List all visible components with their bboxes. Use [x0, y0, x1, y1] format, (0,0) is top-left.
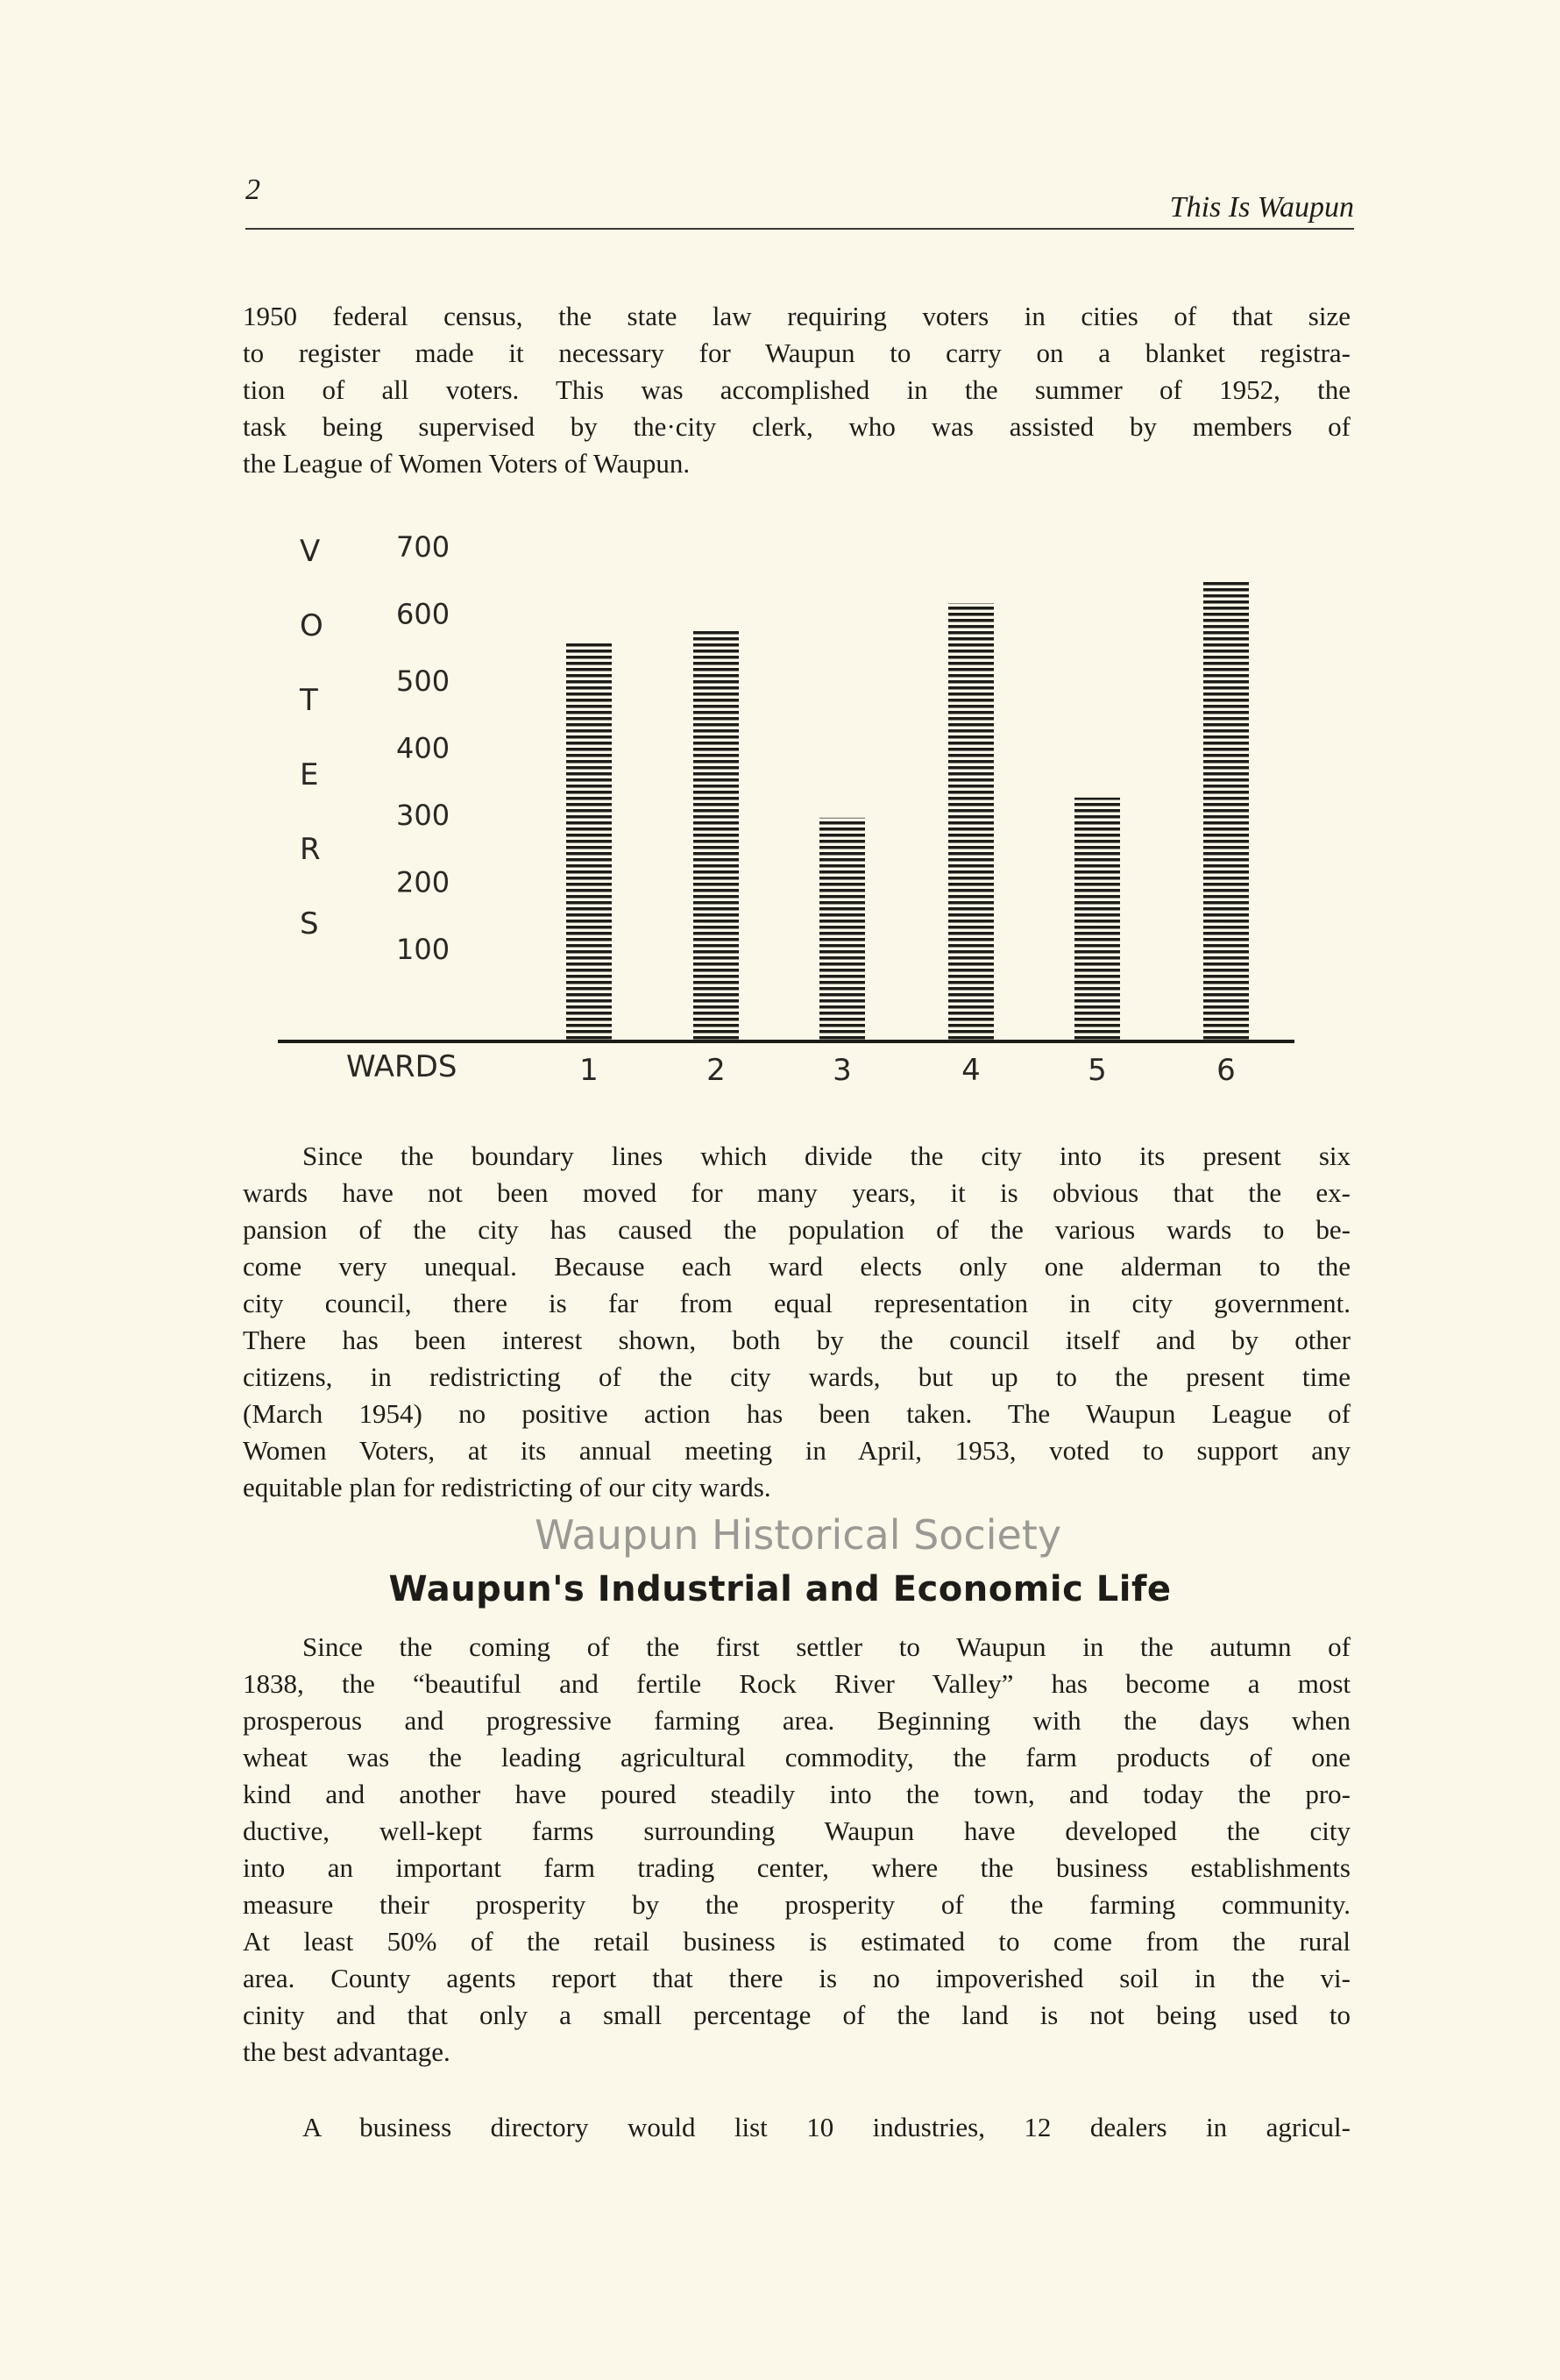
bar-ward-2: [693, 629, 739, 1040]
page-number: 2: [245, 174, 260, 206]
text-line: measure their prosperity by the prosperi…: [243, 1889, 1351, 1920]
text-line: city council, there is far from equal re…: [243, 1288, 1351, 1318]
text-line: kind and another have poured steadily in…: [243, 1779, 1351, 1809]
bar-ward-4: [948, 603, 994, 1040]
text-line: citizens, in redistricting of the city w…: [243, 1361, 1351, 1392]
text-line: into an important farm trading center, w…: [243, 1852, 1351, 1883]
paragraph-census: 1950 federal census, the state law requi…: [243, 298, 1351, 482]
y-axis-label-letter: R: [300, 832, 321, 867]
y-tick-label: 700: [396, 530, 450, 564]
text-line: wheat was the leading agricultural commo…: [243, 1742, 1351, 1773]
text-line: pansion of the city has caused the popul…: [243, 1214, 1351, 1245]
bar-ward-3: [819, 817, 865, 1040]
text-line: cinity and that only a small percentage …: [243, 2000, 1351, 2030]
text-line: 1838, the “beautiful and fertile Rock Ri…: [243, 1668, 1351, 1699]
y-tick-label: 600: [396, 598, 450, 631]
x-tick-label: 6: [1216, 1053, 1236, 1088]
x-tick-label: 1: [579, 1053, 599, 1088]
text-line: task being supervised by the·city clerk,…: [243, 411, 1351, 442]
text-line: There has been interest shown, both by t…: [243, 1325, 1351, 1355]
y-axis-label-letter: V: [300, 534, 320, 569]
x-tick-label: 4: [961, 1053, 981, 1088]
x-axis-label: WARDS: [346, 1049, 457, 1084]
bar-ward-1: [566, 643, 612, 1040]
y-tick-label: 200: [396, 866, 450, 899]
bar-ward-6: [1203, 579, 1249, 1040]
text-line: the best advantage.: [243, 2036, 450, 2067]
header-rule: [245, 228, 1354, 230]
text-line: At least 50% of the retail business is e…: [243, 1926, 1351, 1957]
y-tick-label: 500: [396, 664, 450, 698]
y-tick-label: 100: [396, 933, 450, 966]
text-line: A business directory would list 10 indus…: [302, 2112, 1351, 2142]
text-line: 1950 federal census, the state law requi…: [243, 301, 1351, 331]
y-axis-label-letter: O: [300, 608, 323, 643]
paragraph-business-directory: A business directory would list 10 indus…: [243, 2109, 1351, 2146]
text-line: ductive, well-kept farms surrounding Wau…: [243, 1815, 1351, 1846]
x-tick-label: 2: [706, 1053, 726, 1088]
section-heading: Waupun's Industrial and Economic Life: [388, 1569, 1172, 1609]
text-line: the League of Women Voters of Waupun.: [243, 448, 691, 479]
text-line: Since the coming of the first settler to…: [302, 1631, 1351, 1662]
x-tick-label: 5: [1088, 1053, 1107, 1088]
text-line: wards have not been moved for many years…: [243, 1177, 1351, 1208]
paragraph-wards: Since the boundary lines which divide th…: [243, 1138, 1351, 1506]
text-line: prosperous and progressive farming area.…: [243, 1705, 1351, 1736]
text-line: Since the boundary lines which divide th…: [302, 1140, 1351, 1171]
running-title: This Is Waupun: [1169, 191, 1354, 224]
x-tick-label: 3: [833, 1053, 852, 1088]
voters-by-ward-chart: V O T E R S 100 200 300 400 500 600 700 WARDS 1 2 3 4 5…: [278, 530, 1294, 1088]
text-line: to register made it necessary for Waupun…: [243, 337, 1351, 368]
y-tick-label: 400: [396, 732, 450, 765]
bar-ward-5: [1074, 797, 1120, 1040]
paragraph-economic-life: Since the coming of the first settler to…: [243, 1629, 1351, 2071]
y-axis-label-letter: E: [300, 757, 318, 792]
text-line: tion of all voters. This was accomplishe…: [243, 374, 1351, 405]
text-line: area. County agents report that there is…: [243, 1963, 1351, 1993]
text-line: come very unequal. Because each ward ele…: [243, 1251, 1351, 1282]
y-tick-label: 300: [396, 799, 450, 832]
text-line: Women Voters, at its annual meeting in A…: [243, 1435, 1351, 1466]
y-axis-label-letter: S: [300, 906, 319, 941]
text-line: (March 1954) no positive action has been…: [243, 1398, 1351, 1429]
text-line: equitable plan for redistricting of our …: [243, 1472, 771, 1503]
watermark: Waupun Historical Society: [535, 1511, 1062, 1559]
y-axis-label-letter: T: [299, 683, 318, 718]
